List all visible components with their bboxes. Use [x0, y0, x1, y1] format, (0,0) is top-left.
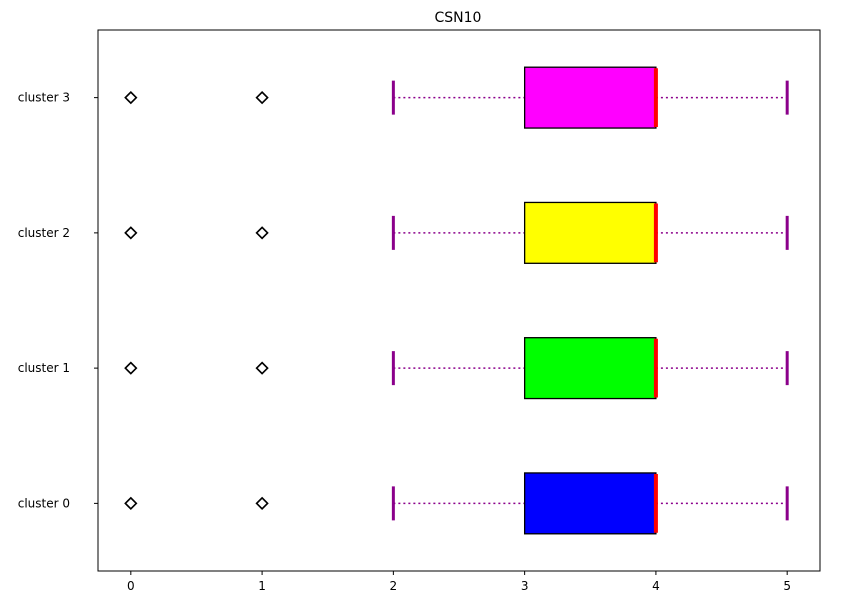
outlier-point: [255, 496, 269, 511]
plot-frame: [97, 29, 821, 572]
x-tick-label: 4: [652, 579, 660, 593]
x-tick-label: 5: [783, 579, 791, 593]
y-tick-label: cluster 1: [18, 361, 70, 375]
y-tick-label: cluster 0: [18, 496, 70, 510]
box-group-cluster-0: [124, 472, 789, 535]
x-tick-label: 2: [390, 579, 398, 593]
outlier-point: [124, 496, 138, 511]
box-iqr: [523, 337, 657, 400]
axes: 0 1 2 3 4 5 cluster 0 cluster 1 cluster 2 cluster…: [18, 91, 791, 593]
box-iqr: [523, 201, 657, 264]
outlier-point: [124, 226, 138, 240]
outlier-point: [255, 90, 269, 105]
outlier-point: [124, 361, 138, 375]
outlier-point: [124, 90, 138, 105]
outlier-point: [255, 226, 269, 240]
box-iqr: [523, 472, 657, 535]
y-tick-label: cluster 2: [18, 226, 70, 240]
box-group-cluster-2: [124, 201, 789, 264]
x-tick-label: 0: [127, 579, 135, 593]
y-tick-label: cluster 3: [18, 91, 70, 105]
plot-area: [124, 66, 789, 535]
chart-title: CSN10: [435, 10, 482, 26]
x-tick-label: 1: [258, 579, 266, 593]
x-tick-label: 3: [521, 579, 529, 593]
box-iqr: [523, 66, 657, 129]
box-group-cluster-3: [124, 66, 789, 129]
outlier-point: [255, 361, 269, 375]
box-group-cluster-1: [124, 337, 789, 400]
